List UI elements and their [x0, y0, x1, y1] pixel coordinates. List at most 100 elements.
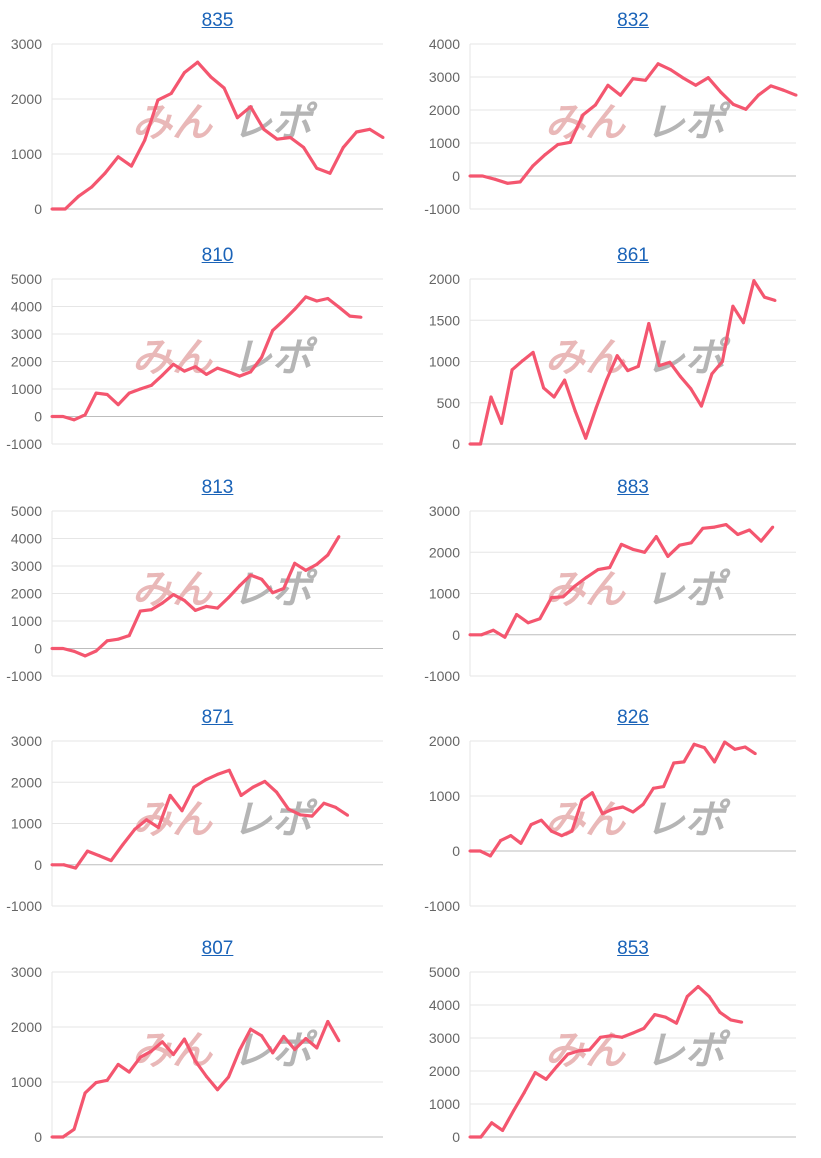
- data-point: [696, 985, 700, 989]
- data-point: [694, 83, 698, 87]
- data-point: [315, 1046, 319, 1050]
- data-point: [315, 299, 319, 303]
- chart-title-link[interactable]: 861: [617, 245, 649, 266]
- data-point: [731, 304, 735, 308]
- y-tick-label: 1000: [11, 816, 42, 832]
- data-point: [552, 395, 556, 399]
- data-point: [608, 566, 612, 570]
- data-point: [573, 409, 577, 413]
- data-point: [204, 372, 208, 376]
- data-point: [238, 584, 242, 588]
- data-point: [478, 849, 482, 853]
- data-point: [491, 628, 495, 632]
- data-point: [282, 587, 286, 591]
- data-point: [227, 596, 231, 600]
- y-tick-label: 2000: [429, 544, 460, 560]
- data-point: [593, 103, 597, 107]
- data-point: [288, 136, 292, 139]
- chart-title-link[interactable]: 832: [617, 10, 649, 31]
- y-tick-label: 0: [452, 1129, 460, 1145]
- data-point: [701, 526, 705, 530]
- data-point: [531, 164, 535, 168]
- y-tick-label: 2000: [429, 102, 460, 118]
- svg-text:みん: みん: [132, 567, 214, 613]
- data-point: [94, 391, 98, 395]
- y-tick-label: 3000: [429, 1030, 460, 1046]
- data-point: [573, 584, 577, 588]
- data-point: [710, 372, 714, 376]
- data-point: [542, 386, 546, 390]
- y-tick-label: 1000: [11, 613, 42, 629]
- chart-title-link[interactable]: 807: [201, 938, 234, 959]
- data-point: [718, 1010, 722, 1014]
- data-point: [685, 994, 689, 998]
- data-point: [97, 854, 101, 858]
- data-point: [489, 395, 493, 399]
- data-point: [72, 1127, 76, 1131]
- data-point: [631, 77, 635, 81]
- chart-panel: 813 -1000 0 1000 2000 3000 4000 5000 みん レポ: [0, 467, 410, 697]
- y-tick-label: -1000: [6, 668, 42, 684]
- data-point: [121, 843, 125, 847]
- data-point: [282, 1034, 286, 1038]
- data-point: [61, 647, 65, 650]
- data-point: [83, 654, 87, 658]
- chart-title-link[interactable]: 835: [201, 10, 234, 31]
- y-tick-label: 2000: [11, 1019, 42, 1035]
- y-tick-label: 500: [437, 395, 461, 411]
- y-tick-label: 2000: [11, 91, 42, 107]
- data-point: [271, 328, 275, 332]
- data-point: [736, 533, 740, 537]
- y-tick-label: 3000: [11, 326, 42, 342]
- data-point: [533, 1071, 537, 1075]
- data-point: [733, 747, 737, 751]
- y-tick-label: -1000: [424, 898, 460, 914]
- data-point: [260, 1034, 264, 1038]
- y-tick-label: 2000: [11, 354, 42, 370]
- y-tick-label: -1000: [6, 436, 42, 452]
- chart-panel: 883 -1000 0 1000 2000 3000 みん レポ: [410, 467, 820, 697]
- data-point: [743, 745, 747, 749]
- chart-title-link[interactable]: 826: [617, 707, 649, 728]
- data-point: [116, 1062, 120, 1066]
- data-point: [50, 647, 54, 650]
- data-point: [707, 994, 711, 998]
- series-line: [52, 60, 384, 211]
- data-point: [227, 768, 231, 772]
- chart-title-link[interactable]: 883: [617, 477, 649, 498]
- data-point: [105, 639, 109, 643]
- data-point: [138, 609, 142, 613]
- data-point: [773, 298, 777, 302]
- y-tick-label: 0: [34, 409, 42, 425]
- data-point: [771, 525, 775, 529]
- y-tick-label: 2000: [429, 733, 460, 749]
- data-point: [227, 1075, 231, 1079]
- data-point: [182, 71, 186, 75]
- data-point: [713, 760, 716, 764]
- line-chart: 0 1000 2000 3000 みん レポ: [11, 964, 383, 1145]
- svg-text:レポ: レポ: [645, 1028, 731, 1074]
- data-point: [672, 761, 676, 765]
- chart-title-link[interactable]: 810: [201, 245, 234, 266]
- data-point: [271, 1051, 275, 1055]
- data-point: [668, 360, 672, 364]
- data-point: [348, 314, 352, 318]
- data-point: [713, 525, 716, 529]
- data-point: [368, 127, 372, 131]
- series-line: [470, 984, 743, 1139]
- data-point: [570, 829, 574, 833]
- data-point: [263, 779, 267, 783]
- data-point: [337, 535, 341, 539]
- y-tick-label: 3000: [429, 69, 460, 85]
- data-point: [581, 113, 585, 117]
- chart-title-link[interactable]: 853: [617, 938, 649, 959]
- chart-title-link[interactable]: 871: [201, 707, 234, 728]
- data-point: [182, 1037, 186, 1041]
- y-tick-label: 1000: [11, 381, 42, 397]
- y-tick-label: 1500: [429, 312, 460, 328]
- data-point: [499, 839, 503, 843]
- data-point: [584, 436, 588, 440]
- data-point: [631, 810, 635, 814]
- data-point: [105, 393, 109, 396]
- chart-title-link[interactable]: 813: [201, 477, 234, 498]
